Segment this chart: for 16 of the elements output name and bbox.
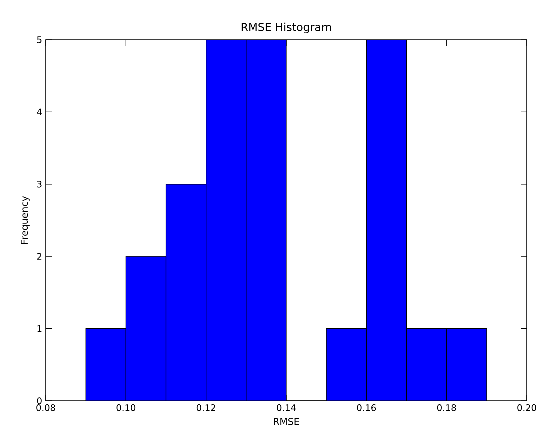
x-tick-label: 0.12 [196, 404, 216, 412]
y-tick-label: 3 [37, 181, 42, 188]
y-tick-label: 5 [37, 36, 42, 44]
chart-title: RMSE Histogram [242, 22, 332, 34]
x-tick-label: 0.18 [437, 404, 456, 412]
x-tick-label: 0.16 [357, 404, 376, 412]
x-tick-label: 0.14 [277, 404, 296, 412]
x-tick-label: 0.08 [36, 404, 56, 412]
y-axis-title: Frequency [21, 196, 30, 244]
y-tick-label: 1 [38, 326, 42, 332]
x-tick-label: 0.20 [518, 404, 536, 412]
y-tick-label: 0 [37, 398, 42, 404]
y-tick-label: 4 [37, 108, 42, 116]
y-tick-label: 2 [37, 253, 42, 260]
x-axis-title: RMSE [274, 418, 300, 426]
x-tick-label: 0.10 [116, 404, 136, 412]
